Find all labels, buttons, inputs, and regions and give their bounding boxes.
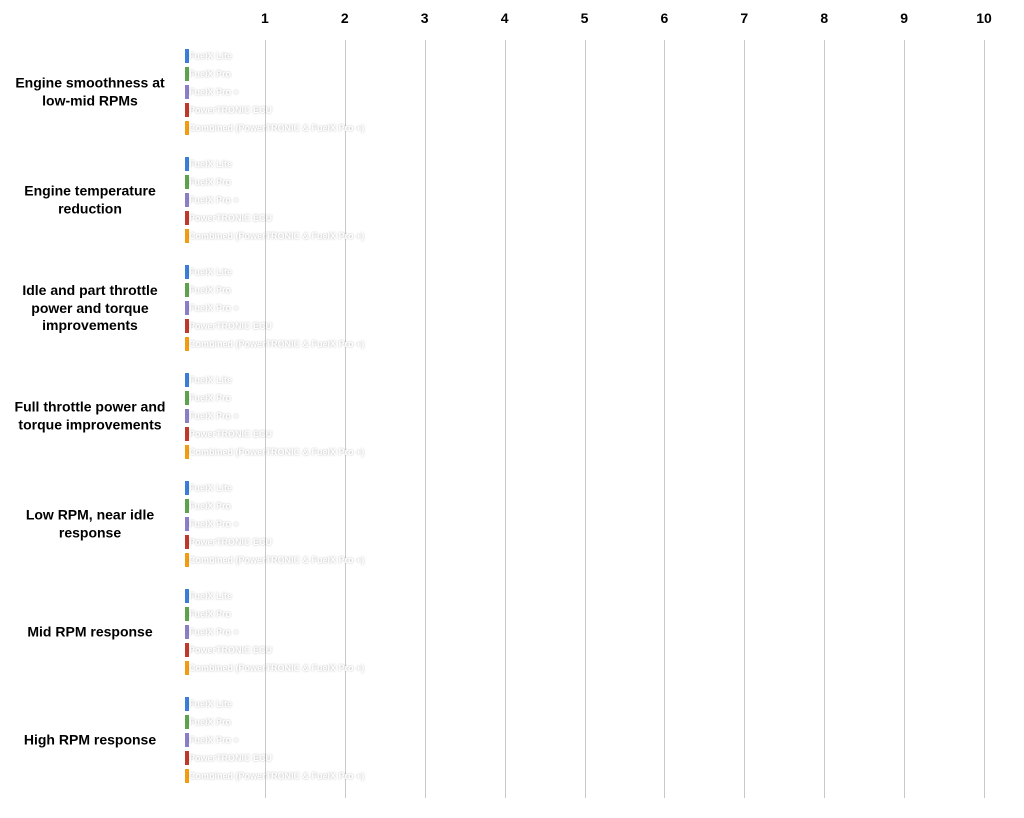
category-group: FuelX Lite FuelX Pro FuelX Pro + PowerTRONI… [185, 580, 1024, 688]
bar-series-label: Combined (PowerTRONIC & FuelX Pro +) [189, 447, 364, 457]
bar-series-label: PowerTRONIC ECU [189, 321, 272, 331]
bar-series-label: FuelX Pro [189, 69, 231, 79]
bar: FuelX Pro + [185, 301, 189, 315]
bar: FuelX Pro + [185, 733, 189, 747]
bar-series-label: PowerTRONIC ECU [189, 429, 272, 439]
bar: PowerTRONIC ECU [185, 319, 189, 333]
bar-series-label: FuelX Pro + [189, 411, 239, 421]
x-tick-label: 5 [581, 10, 589, 26]
bar-series-label: PowerTRONIC ECU [189, 213, 272, 223]
category-group: FuelX Lite FuelX Pro FuelX Pro + PowerTRONI… [185, 364, 1024, 472]
bar-series-label: FuelX Lite [189, 699, 232, 709]
bar: Combined (PowerTRONIC & FuelX Pro +) [185, 661, 189, 675]
bar: PowerTRONIC ECU [185, 211, 189, 225]
bar: FuelX Pro [185, 715, 189, 729]
x-tick-label: 6 [661, 10, 669, 26]
bar: Combined (PowerTRONIC & FuelX Pro +) [185, 445, 189, 459]
bar-series-label: Combined (PowerTRONIC & FuelX Pro +) [189, 123, 364, 133]
bar-series-label: Combined (PowerTRONIC & FuelX Pro +) [189, 339, 364, 349]
bar: FuelX Pro [185, 391, 189, 405]
bar-series-label: Combined (PowerTRONIC & FuelX Pro +) [189, 663, 364, 673]
bar: FuelX Pro [185, 607, 189, 621]
bar-series-label: FuelX Pro + [189, 735, 239, 745]
bar: FuelX Lite [185, 481, 189, 495]
bar: FuelX Pro + [185, 193, 189, 207]
bar-series-label: FuelX Pro [189, 717, 231, 727]
x-tick-label: 7 [740, 10, 748, 26]
bar: FuelX Lite [185, 373, 189, 387]
x-tick-label: 8 [820, 10, 828, 26]
bar-series-label: Combined (PowerTRONIC & FuelX Pro +) [189, 555, 364, 565]
x-tick-label: 3 [421, 10, 429, 26]
category-label: Engine temperature reduction [0, 183, 180, 218]
bar-series-label: FuelX Pro + [189, 303, 239, 313]
category-label: High RPM response [0, 731, 180, 749]
category-label: Low RPM, near idle response [0, 507, 180, 542]
bar: FuelX Pro [185, 175, 189, 189]
x-tick-label: 2 [341, 10, 349, 26]
bar: Combined (PowerTRONIC & FuelX Pro +) [185, 121, 189, 135]
bar: FuelX Pro [185, 283, 189, 297]
bar-series-label: FuelX Pro [189, 501, 231, 511]
bar-series-label: FuelX Lite [189, 375, 232, 385]
bar-series-label: Combined (PowerTRONIC & FuelX Pro +) [189, 231, 364, 241]
bar: PowerTRONIC ECU [185, 103, 189, 117]
bar: FuelX Lite [185, 697, 189, 711]
bar: PowerTRONIC ECU [185, 751, 189, 765]
category-label: Mid RPM response [0, 623, 180, 641]
bar-series-label: PowerTRONIC ECU [189, 105, 272, 115]
category-group: FuelX Lite FuelX Pro FuelX Pro + PowerTRONI… [185, 40, 1024, 148]
bar: Combined (PowerTRONIC & FuelX Pro +) [185, 337, 189, 351]
bar: FuelX Pro + [185, 625, 189, 639]
category-label: Idle and part throttle power and torque … [0, 282, 180, 335]
x-tick-label: 1 [261, 10, 269, 26]
bar: PowerTRONIC ECU [185, 535, 189, 549]
bar: FuelX Pro [185, 499, 189, 513]
bar-series-label: FuelX Pro + [189, 87, 239, 97]
plot-area: FuelX Lite FuelX Pro FuelX Pro + PowerTRONI… [185, 40, 1024, 798]
bar-series-label: FuelX Pro [189, 285, 231, 295]
bar: FuelX Lite [185, 49, 189, 63]
bar: FuelX Lite [185, 157, 189, 171]
bar-series-label: FuelX Pro [189, 393, 231, 403]
bar: FuelX Lite [185, 589, 189, 603]
bar-series-label: FuelX Pro + [189, 519, 239, 529]
bar: Combined (PowerTRONIC & FuelX Pro +) [185, 553, 189, 567]
bar: Combined (PowerTRONIC & FuelX Pro +) [185, 769, 189, 783]
x-axis: 1 2 3 4 5 6 7 8 9 10 [185, 0, 1024, 40]
bar-series-label: FuelX Pro + [189, 627, 239, 637]
bar: FuelX Pro + [185, 517, 189, 531]
bar-series-label: FuelX Lite [189, 483, 232, 493]
bar: FuelX Pro [185, 67, 189, 81]
bar: FuelX Pro + [185, 409, 189, 423]
bar: FuelX Lite [185, 265, 189, 279]
x-tick-label: 4 [501, 10, 509, 26]
bar-series-label: PowerTRONIC ECU [189, 645, 272, 655]
category-label: Engine smoothness at low-mid RPMs [0, 75, 180, 110]
bar-series-label: Combined (PowerTRONIC & FuelX Pro +) [189, 771, 364, 781]
bar: Combined (PowerTRONIC & FuelX Pro +) [185, 229, 189, 243]
bar-series-label: FuelX Pro [189, 177, 231, 187]
category-group: FuelX Lite FuelX Pro FuelX Pro + PowerTRONI… [185, 256, 1024, 364]
bar: FuelX Pro + [185, 85, 189, 99]
bar-series-label: FuelX Lite [189, 51, 232, 61]
bar-series-label: FuelX Lite [189, 267, 232, 277]
bar: PowerTRONIC ECU [185, 427, 189, 441]
bar: PowerTRONIC ECU [185, 643, 189, 657]
bar-series-label: FuelX Pro + [189, 195, 239, 205]
bar-series-label: FuelX Pro [189, 609, 231, 619]
bar-series-label: PowerTRONIC ECU [189, 537, 272, 547]
category-group: FuelX Lite FuelX Pro FuelX Pro + PowerTRONI… [185, 148, 1024, 256]
bar-series-label: PowerTRONIC ECU [189, 753, 272, 763]
category-label: Full throttle power and torque improveme… [0, 399, 180, 434]
category-group: FuelX Lite FuelX Pro FuelX Pro + PowerTRONI… [185, 688, 1024, 796]
x-tick-label: 9 [900, 10, 908, 26]
category-group: FuelX Lite FuelX Pro FuelX Pro + PowerTRONI… [185, 472, 1024, 580]
x-tick-label: 10 [976, 10, 992, 26]
bar-series-label: FuelX Lite [189, 159, 232, 169]
bar-series-label: FuelX Lite [189, 591, 232, 601]
